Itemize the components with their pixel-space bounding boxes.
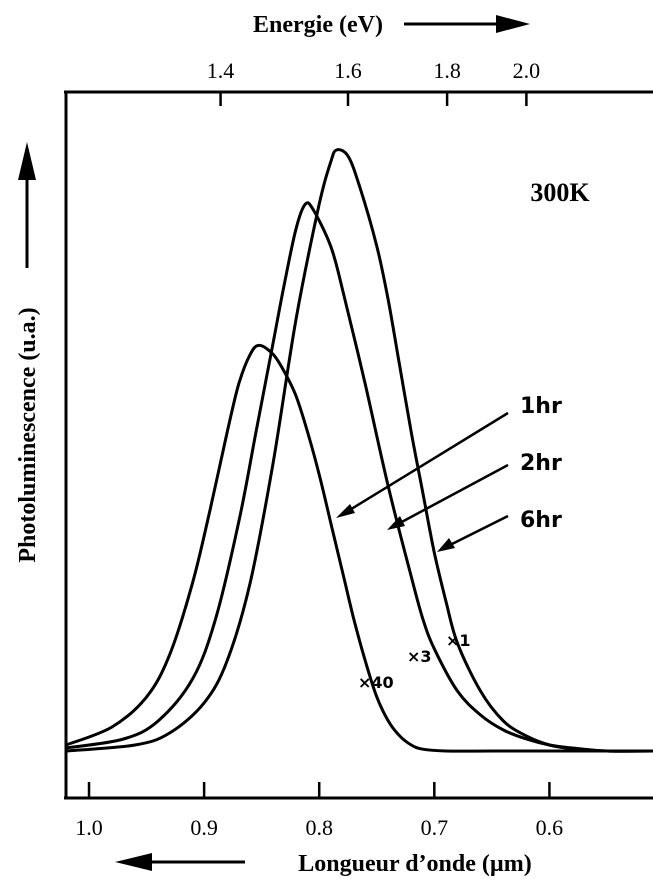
bottom-tick-label: 0.7 <box>421 815 449 840</box>
top-axis-title: Energie (eV) <box>253 12 383 38</box>
top-axis-arrow-icon <box>404 15 530 33</box>
series-line-2hr <box>65 201 653 753</box>
top-tick-label: 1.4 <box>207 58 235 83</box>
pointer-arrow-6hr-icon <box>437 514 509 552</box>
left-axis-title: Photoluminescence (u.a.) <box>15 307 41 562</box>
plot-frame <box>64 90 653 800</box>
series-label-6hr: 6hr <box>520 508 562 533</box>
series-line-6hr <box>65 148 653 753</box>
top-tick-label: 2.0 <box>513 58 541 83</box>
bottom-tick-label: 0.6 <box>536 815 564 840</box>
top-tick-label: 1.8 <box>433 58 461 83</box>
top-axis-ticks: 1.4 1.6 1.8 2.0 <box>207 58 540 106</box>
bottom-axis-arrow-icon <box>115 853 245 871</box>
top-tick-label: 1.6 <box>334 58 362 83</box>
left-axis-arrow-icon <box>18 142 36 268</box>
pointer-arrow-1hr-icon <box>336 411 509 518</box>
bottom-axis-title: Longueur d’onde (µm) <box>298 851 531 877</box>
scale-label-1hr: ×40 <box>358 673 394 692</box>
scale-label-2hr: ×3 <box>407 647 432 666</box>
bottom-tick-label: 0.8 <box>305 815 333 840</box>
series-line-1hr <box>65 343 653 753</box>
series-label-1hr: 1hr <box>520 394 562 419</box>
bottom-tick-label: 0.9 <box>190 815 218 840</box>
scale-label-6hr: ×1 <box>446 631 471 650</box>
bottom-tick-label: 1.0 <box>75 815 103 840</box>
bottom-axis-ticks: 1.0 0.9 0.8 0.7 0.6 <box>75 782 563 840</box>
series-label-2hr: 2hr <box>520 451 562 476</box>
series-layer <box>65 148 653 753</box>
pointer-arrow-2hr-icon <box>387 463 509 530</box>
temperature-annotation: 300K <box>530 178 590 207</box>
